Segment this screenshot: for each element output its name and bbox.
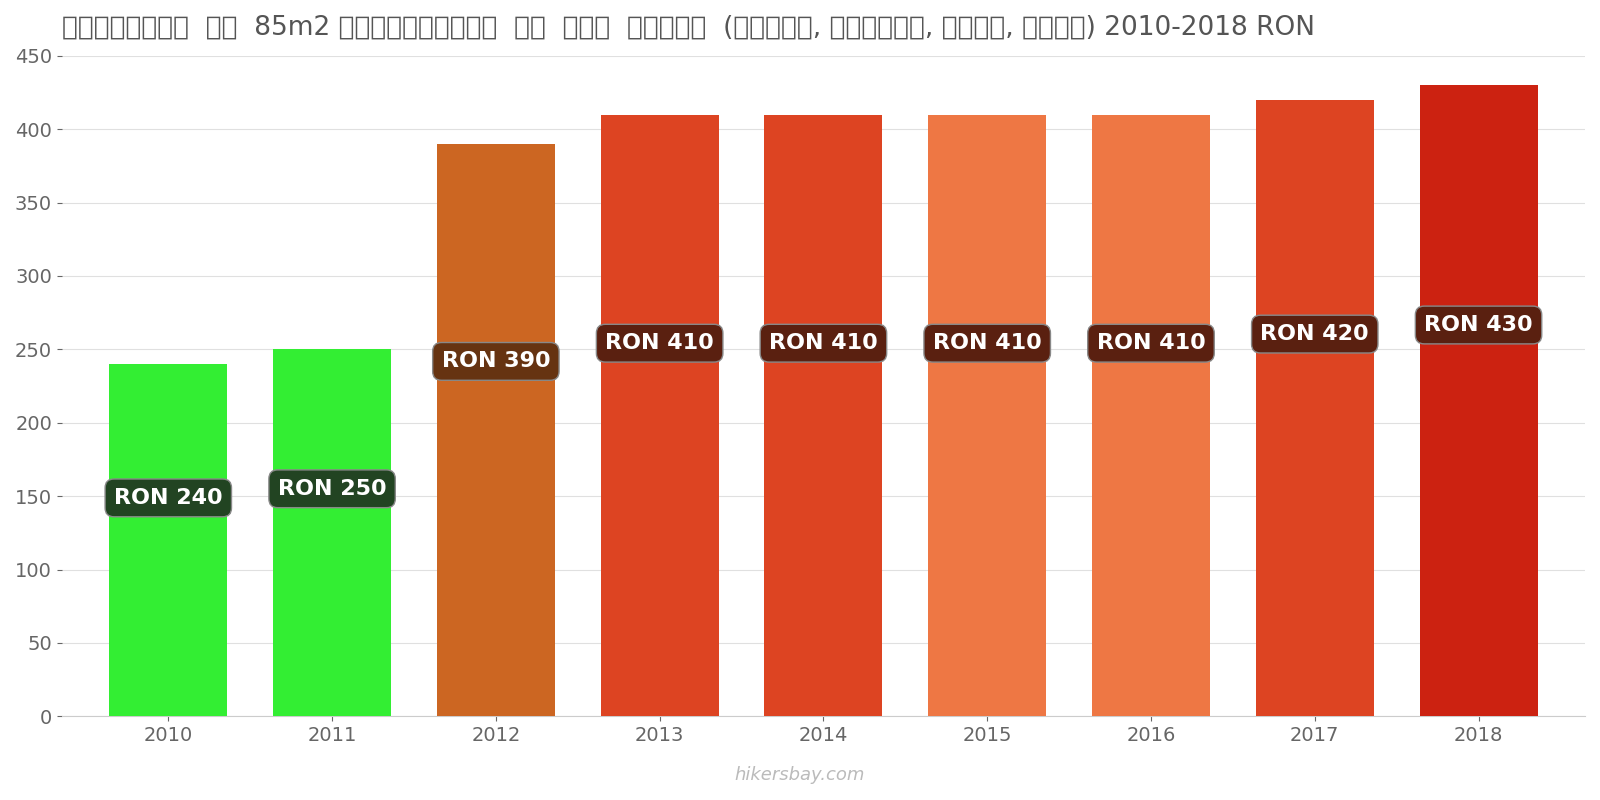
- Bar: [765, 114, 882, 716]
- Text: RON 410: RON 410: [605, 334, 714, 354]
- Bar: [437, 144, 555, 716]
- Bar: [600, 114, 718, 716]
- Bar: [1256, 100, 1374, 716]
- Text: RON 410: RON 410: [770, 334, 878, 354]
- Text: RON 240: RON 240: [114, 488, 222, 508]
- Text: RON 430: RON 430: [1424, 315, 1533, 335]
- Bar: [1093, 114, 1210, 716]
- Bar: [1419, 85, 1538, 716]
- Text: रोमानिया  एक  85m2 अपार्टमेंट  के  लिए  शुल्क  (बिजली, हीटिंग, पानी, कचरा) 2010-: रोमानिया एक 85m2 अपार्टमेंट के लिए शुल्क…: [62, 15, 1315, 41]
- Bar: [274, 350, 390, 716]
- Bar: [109, 364, 227, 716]
- Bar: [928, 114, 1046, 716]
- Text: RON 390: RON 390: [442, 351, 550, 371]
- Text: hikersbay.com: hikersbay.com: [734, 766, 866, 784]
- Text: RON 420: RON 420: [1261, 324, 1370, 344]
- Text: RON 410: RON 410: [933, 334, 1042, 354]
- Text: RON 410: RON 410: [1096, 334, 1205, 354]
- Text: RON 250: RON 250: [278, 478, 386, 498]
